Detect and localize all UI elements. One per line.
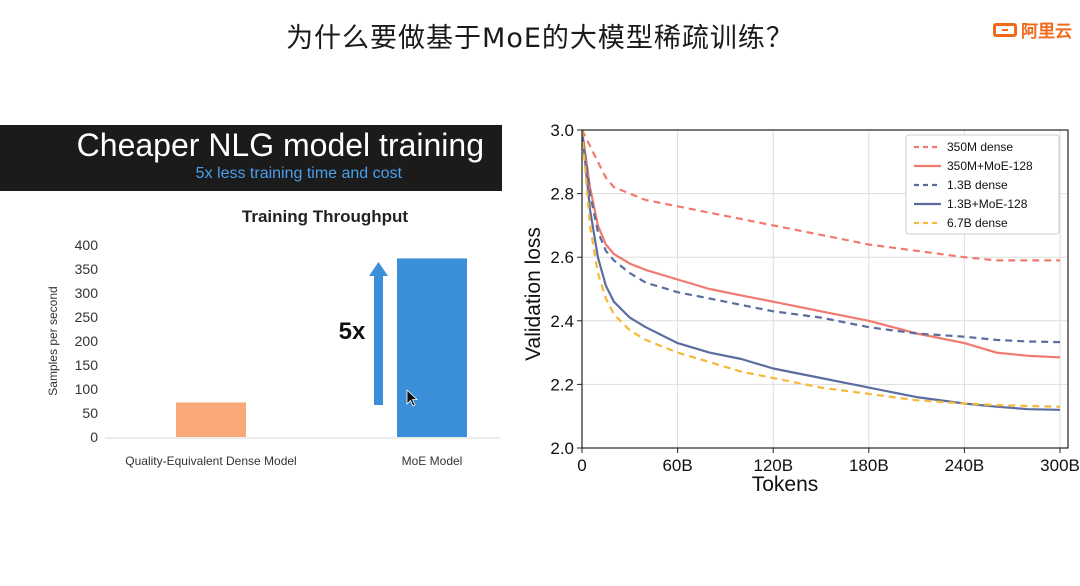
- bar: [397, 258, 467, 437]
- legend: 350M dense 350M+MoE-128 1.3B dense 1.3B+MoE…: [905, 134, 1060, 235]
- line-chart-xlabel: Tokens: [752, 473, 819, 496]
- xtick-label: 0: [577, 456, 586, 475]
- validation-loss-chart: 2.0 2.2 2.4 2.6 2.8 3.0 0 60B 120B 180B 240B 300B To…: [522, 121, 1080, 496]
- bar-ytick-label: 100: [75, 381, 99, 397]
- bar-ytick-label: 250: [75, 309, 99, 325]
- xtick-label: 180B: [849, 456, 889, 475]
- banner: Cheaper NLG model training 5x less train…: [0, 125, 502, 191]
- arrow-label: 5x: [339, 318, 366, 345]
- plot-frame: [581, 129, 1069, 449]
- bar-chart-title: Training Throughput: [242, 207, 409, 226]
- slide-title: 为什么要做基于MoE的大模型稀疏训练？: [286, 23, 794, 54]
- series-line: [582, 130, 1061, 408]
- banner-title: Cheaper NLG model training: [76, 127, 484, 163]
- aliyun-logo-icon: [993, 22, 1017, 37]
- bar: [176, 402, 246, 437]
- xtick-label: 240B: [945, 456, 985, 475]
- ytick-label: 2.2: [550, 375, 574, 394]
- bar-ytick-label: 200: [75, 333, 99, 349]
- aliyun-logo: 阿里云: [993, 17, 1072, 42]
- ytick-label: 3.0: [550, 121, 574, 140]
- legend-label: 1.3B+MoE-128: [947, 197, 1028, 211]
- bar-ytick-label: 150: [75, 357, 99, 373]
- series-line: [582, 130, 1061, 359]
- growth-arrow-icon: [369, 262, 388, 276]
- bar-ytick-label: 50: [82, 405, 98, 421]
- bar-ytick-label: 400: [75, 237, 99, 253]
- bar-ytick-label: 0: [90, 429, 98, 445]
- bar-ytick-label: 300: [75, 285, 99, 301]
- legend-box: [905, 134, 1060, 235]
- series-line: [582, 130, 1061, 411]
- ytick-label: 2.6: [550, 248, 574, 267]
- xtick-label: 300B: [1040, 456, 1080, 475]
- mouse-cursor-icon: [406, 389, 419, 407]
- bar-chart-ylabel: Samples per second: [46, 286, 60, 395]
- legend-label: 1.3B dense: [947, 178, 1008, 192]
- ytick-label: 2.4: [550, 312, 574, 331]
- xtick-label: 60B: [662, 456, 692, 475]
- series-line: [582, 130, 1061, 344]
- legend-label: 350M dense: [947, 140, 1013, 154]
- throughput-bar-chart: Training Throughput Samples per second 0 50…: [46, 207, 500, 468]
- line-chart-ylabel: Validation loss: [522, 227, 545, 361]
- bar-category-label: MoE Model: [402, 454, 463, 468]
- banner-subtitle: 5x less training time and cost: [195, 165, 402, 182]
- bar-category-label: Quality-Equivalent Dense Model: [125, 454, 296, 468]
- logo-text: 阿里云: [1021, 22, 1072, 42]
- ytick-label: 2.8: [550, 185, 574, 204]
- legend-label: 350M+MoE-128: [947, 159, 1033, 173]
- growth-arrow-shaft: [374, 274, 383, 405]
- xtick-label: 120B: [753, 456, 793, 475]
- series-line: [582, 130, 1060, 262]
- legend-label: 6.7B dense: [947, 216, 1008, 230]
- ytick-label: 2.0: [550, 439, 574, 458]
- bar-ytick-label: 350: [75, 261, 99, 277]
